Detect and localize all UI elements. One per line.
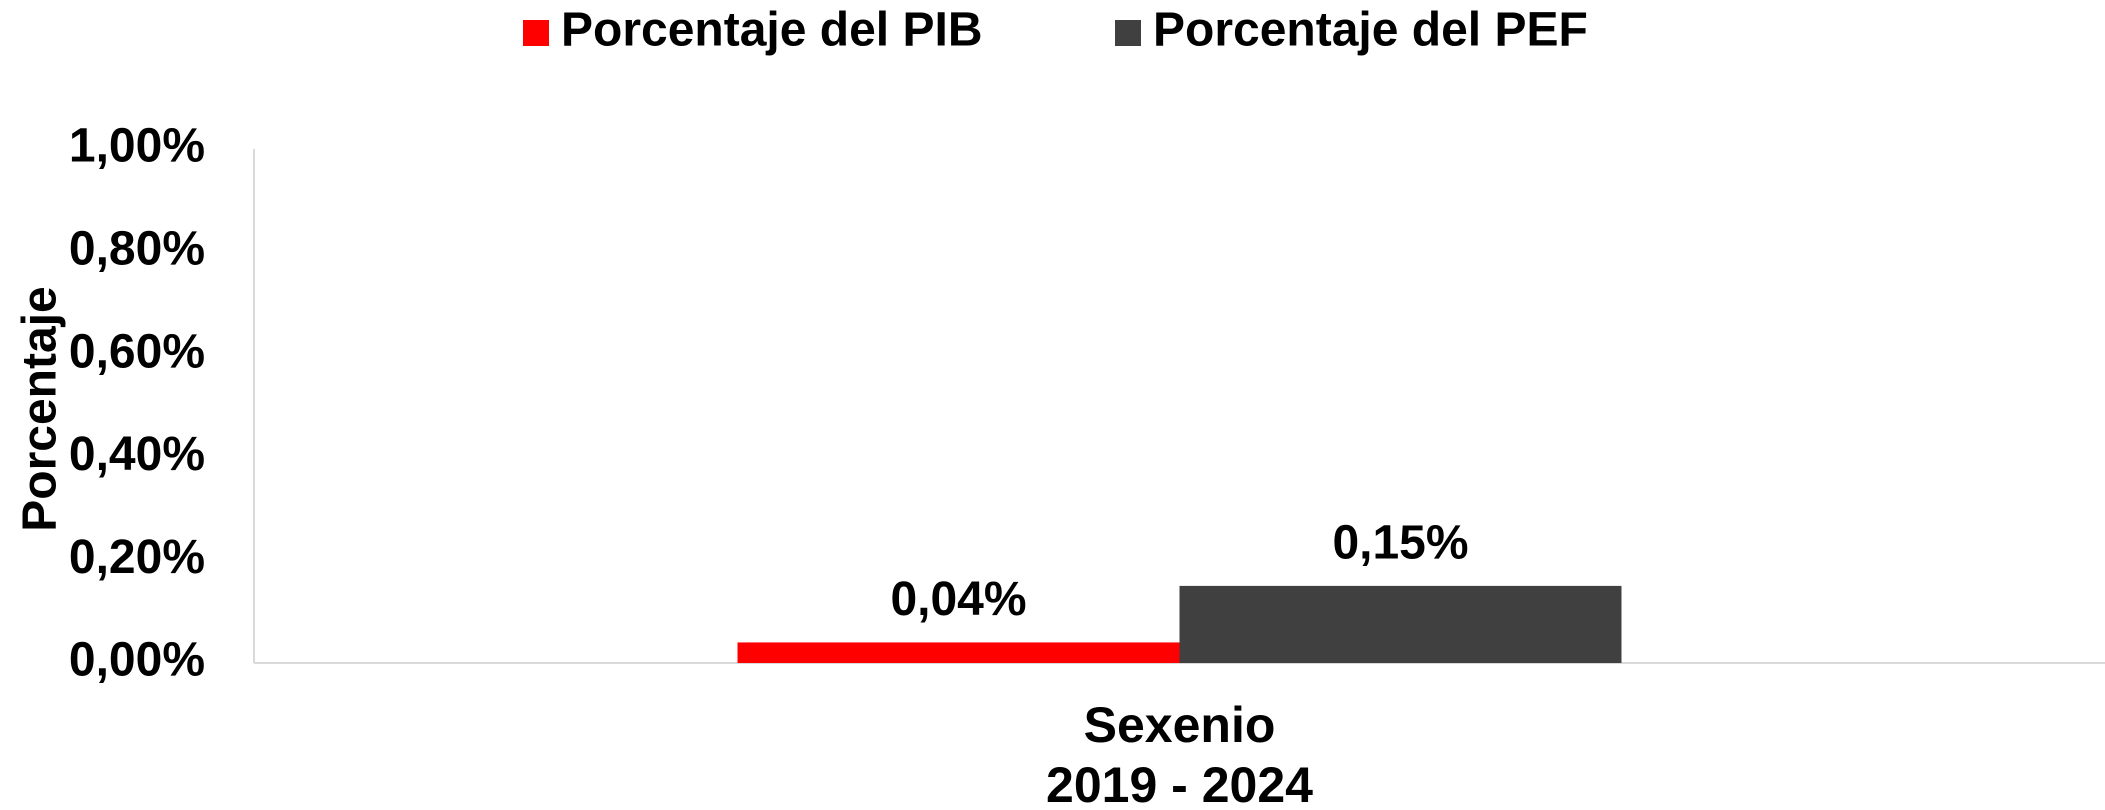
legend-label: Porcentaje del PIB [561, 4, 982, 57]
x-tick-label: 2019 - 2024 [1046, 757, 1313, 810]
y-tick-label: 0,20% [69, 531, 205, 584]
y-tick-label: 1,00% [69, 120, 205, 173]
y-tick-label: 0,80% [69, 222, 205, 275]
y-axis-label: Porcentaje [14, 286, 67, 531]
x-tick-label: Sexenio [1084, 697, 1276, 753]
bar [1179, 585, 1622, 663]
data-label: 0,04% [890, 573, 1026, 626]
y-tick-label: 0,00% [69, 634, 205, 687]
legend-label: Porcentaje del PEF [1153, 4, 1588, 57]
legend-swatch [1115, 20, 1141, 46]
bar [737, 642, 1180, 663]
legend-swatch [523, 20, 549, 46]
data-label: 0,15% [1332, 517, 1468, 570]
y-tick-label: 0,60% [69, 325, 205, 378]
y-tick-label: 0,40% [69, 428, 205, 481]
